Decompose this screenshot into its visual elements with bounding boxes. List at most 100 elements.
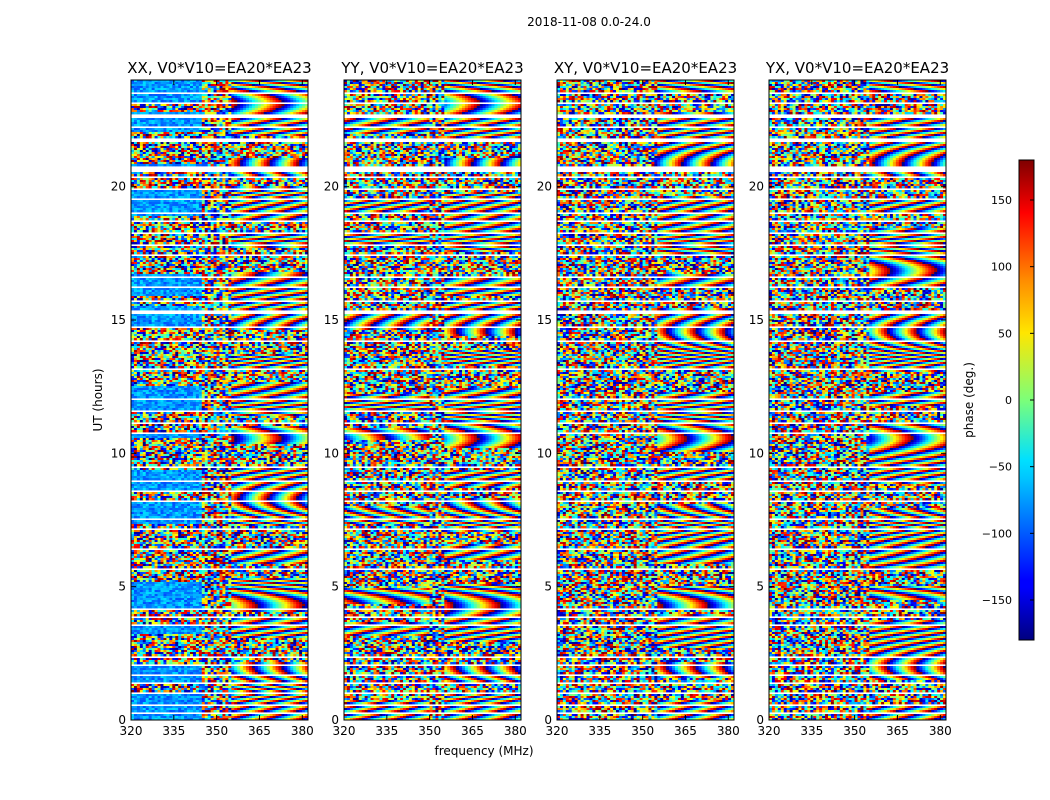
- phase-cell: [258, 100, 261, 102]
- phase-cell: [131, 90, 134, 92]
- phase-cell: [290, 100, 293, 102]
- phase-cell: [290, 90, 293, 92]
- phase-cell: [228, 100, 231, 102]
- phase-cell: [163, 100, 166, 102]
- phase-cell: [234, 90, 237, 92]
- phase-cell: [134, 90, 137, 92]
- phase-cell: [261, 90, 264, 92]
- phase-cell: [196, 100, 199, 102]
- phase-cell: [214, 90, 217, 92]
- phase-cell: [258, 90, 261, 92]
- phase-cell: [222, 100, 225, 102]
- phase-cell: [225, 90, 228, 92]
- phase-cell: [161, 100, 164, 102]
- phase-cell: [273, 90, 276, 92]
- phase-cell: [267, 100, 270, 102]
- phase-cell: [284, 90, 287, 92]
- phase-cell: [140, 90, 143, 92]
- phase-cell: [131, 100, 134, 102]
- phase-cell: [152, 90, 155, 92]
- phase-cell: [155, 90, 158, 92]
- phase-cell: [217, 100, 220, 102]
- phase-cell: [249, 100, 252, 102]
- phase-cell: [287, 90, 290, 92]
- figure-title: 2018-11-08 0.0-24.0: [527, 15, 651, 29]
- phase-cell: [149, 90, 152, 92]
- phase-cell: [217, 90, 220, 92]
- phase-cell: [166, 100, 169, 102]
- phase-cell: [252, 100, 255, 102]
- phase-cell: [220, 100, 223, 102]
- phase-cell: [178, 90, 181, 92]
- phase-cell: [299, 90, 302, 92]
- phase-cell: [276, 100, 279, 102]
- phase-cell: [137, 90, 140, 92]
- phase-cell: [208, 100, 211, 102]
- phase-cell: [243, 90, 246, 92]
- phase-cell: [231, 100, 234, 102]
- phase-cell: [137, 100, 140, 102]
- phase-cell: [252, 90, 255, 92]
- phase-cell: [270, 100, 273, 102]
- phase-cell: [187, 90, 190, 92]
- phase-cell: [193, 90, 196, 92]
- phase-cell: [255, 100, 258, 102]
- phase-cell: [169, 90, 172, 92]
- phase-cell: [143, 100, 146, 102]
- phase-cell: [190, 90, 193, 92]
- phase-cell: [205, 100, 208, 102]
- phase-cell: [184, 100, 187, 102]
- phase-cell: [276, 90, 279, 92]
- phase-cell: [222, 90, 225, 92]
- phase-cell: [146, 90, 149, 92]
- phase-cell: [184, 90, 187, 92]
- phase-cell: [143, 90, 146, 92]
- phase-cell: [172, 100, 175, 102]
- phase-cell: [234, 100, 237, 102]
- phase-cell: [261, 100, 264, 102]
- phase-cell: [193, 100, 196, 102]
- phase-cell: [211, 100, 214, 102]
- phase-cell: [152, 100, 155, 102]
- phase-cell: [225, 100, 228, 102]
- phase-cell: [146, 100, 149, 102]
- phase-cell: [178, 100, 181, 102]
- phase-cell: [175, 90, 178, 92]
- panel-xx: XX, V0*V10=EA20*EA23 320 335 350 365 380 051…: [111, 59, 314, 738]
- phase-cell: [273, 100, 276, 102]
- phase-cell: [246, 90, 249, 92]
- phase-cell: [302, 100, 305, 102]
- phase-cell: [296, 90, 299, 92]
- phase-cell: [181, 100, 184, 102]
- phase-cell: [220, 90, 223, 92]
- phase-cell: [299, 100, 302, 102]
- phase-cell: [155, 100, 158, 102]
- phase-cell: [240, 100, 243, 102]
- phase-cell: [237, 100, 240, 102]
- phase-cell: [214, 100, 217, 102]
- phase-cell: [264, 100, 267, 102]
- phase-cell: [149, 100, 152, 102]
- phase-cell: [199, 100, 202, 102]
- phase-cell: [211, 90, 214, 92]
- phase-cell: [166, 90, 169, 92]
- phase-cell: [196, 90, 199, 92]
- phase-cell: [267, 90, 270, 92]
- phase-cell: [202, 90, 205, 92]
- phase-cell: [181, 90, 184, 92]
- phase-cell: [293, 90, 296, 92]
- phase-cell: [205, 90, 208, 92]
- phase-cell: [140, 100, 143, 102]
- phase-waterfall-figure: 2018-11-08 0.0-24.0 XX, V0*V10=EA20*EA23…: [0, 0, 1050, 800]
- phase-cell: [240, 90, 243, 92]
- phase-cell: [172, 90, 175, 92]
- phase-cell: [199, 90, 202, 92]
- phase-cell: [281, 90, 284, 92]
- phase-cell: [169, 100, 172, 102]
- phase-cell: [270, 90, 273, 92]
- phase-cell: [287, 100, 290, 102]
- phase-cell: [249, 90, 252, 92]
- phase-cell: [228, 90, 231, 92]
- phase-cell: [175, 100, 178, 102]
- phase-cell: [246, 100, 249, 102]
